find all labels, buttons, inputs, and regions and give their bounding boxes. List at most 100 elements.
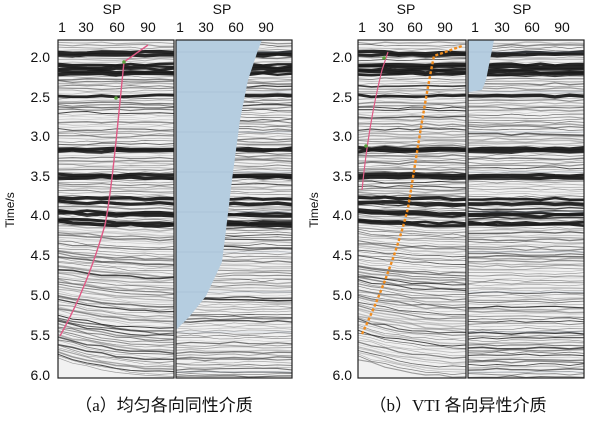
seismic-trace [58, 180, 174, 184]
sp-title-a2: SP [213, 1, 232, 17]
seismic-trace [358, 236, 466, 243]
seismic-trace [358, 316, 466, 333]
sp-tick-b2-3: 90 [554, 19, 570, 35]
seismic-trace [468, 163, 584, 167]
seismic-trace [176, 317, 292, 321]
seismic-trace [468, 108, 584, 112]
seismic-trace [58, 230, 174, 237]
sp-tick-a1-3: 90 [140, 19, 156, 35]
seismic-trace [358, 52, 466, 58]
seismic-trace [176, 365, 292, 369]
seismic-trace [358, 161, 466, 165]
seismic-trace [58, 87, 174, 91]
seismic-trace [358, 244, 466, 254]
seismic-trace [358, 298, 466, 313]
seismic-trace [176, 315, 292, 319]
seismic-trace [468, 272, 584, 275]
seismic-trace [58, 205, 174, 210]
seismic-trace [468, 146, 584, 152]
seismic-trace [468, 180, 584, 184]
seismic-trace [58, 330, 174, 346]
seismic-trace [468, 341, 584, 345]
seismic-trace [468, 353, 584, 357]
y-tick-b-2: 3.0 [333, 128, 353, 144]
seismic-trace [468, 121, 584, 124]
seismic-trace [58, 118, 174, 121]
seismic-trace [468, 80, 584, 83]
seismic-trace [358, 281, 466, 293]
seismic-trace [468, 142, 584, 146]
seismic-trace [58, 219, 174, 228]
seismic-trace [58, 106, 174, 109]
seismic-trace [58, 172, 174, 178]
seismic-trace [58, 164, 174, 167]
seismic-trace [358, 106, 466, 110]
seismic-trace [468, 196, 584, 202]
seismic-trace [176, 358, 292, 362]
seismic-trace [468, 85, 584, 88]
seismic-trace [468, 243, 584, 246]
seismic-trace [468, 175, 584, 181]
seismic-trace [468, 269, 584, 272]
y-tick-b-4: 4.0 [333, 207, 353, 223]
seismic-trace [468, 281, 584, 285]
seismic-trace [358, 329, 466, 347]
seismic-trace [58, 313, 174, 327]
seismic-trace [358, 194, 466, 198]
sp-tick-b2-1: 30 [494, 19, 510, 35]
seismic-trace [358, 293, 466, 306]
seismic-trace [58, 306, 174, 320]
seismic-trace [358, 130, 466, 134]
seismic-trace [468, 277, 584, 280]
seismic-trace [358, 355, 466, 375]
seismic-trace [58, 320, 174, 337]
seismic-trace [358, 125, 466, 129]
seismic-trace [176, 332, 292, 335]
seismic-trace [58, 260, 174, 270]
seismic-trace [176, 351, 292, 355]
seismic-trace [176, 329, 292, 333]
gather-b1-seismic-section [358, 40, 466, 378]
y-tick-a-3: 3.5 [31, 168, 51, 184]
seismic-trace [58, 71, 174, 77]
seismic-trace [358, 359, 466, 378]
seismic-trace [468, 98, 584, 102]
sp-tick-b1-1: 30 [378, 19, 394, 35]
seismic-trace [58, 111, 174, 115]
seismic-trace [58, 58, 174, 62]
seismic-trace [358, 204, 466, 210]
seismic-trace [468, 200, 584, 203]
seismic-trace [176, 341, 292, 345]
seismic-trace [58, 301, 174, 315]
y-tick-a-6: 5.0 [31, 287, 51, 303]
seismic-trace [468, 93, 584, 99]
seismic-trace [468, 245, 584, 249]
seismic-trace [58, 250, 174, 260]
seismic-trace [358, 307, 466, 322]
seismic-trace [358, 350, 466, 368]
seismic-trace [58, 339, 174, 356]
seismic-trace [358, 144, 466, 148]
seismic-trace [468, 106, 584, 110]
seismic-trace [58, 43, 174, 48]
seismic-trace [468, 104, 584, 108]
seismic-trace [176, 373, 292, 376]
sp-tick-a1-2: 60 [109, 19, 125, 35]
seismic-trace [358, 283, 466, 296]
seismic-trace [58, 130, 174, 134]
seismic-trace [468, 144, 584, 148]
seismic-trace [58, 317, 174, 332]
seismic-trace [58, 120, 174, 124]
seismic-trace [468, 363, 584, 367]
seismic-trace [468, 247, 584, 251]
seismic-trace [468, 298, 584, 302]
seismic-trace [58, 67, 174, 72]
seismic-trace [468, 283, 584, 287]
seismic-trace [358, 353, 466, 373]
gather-a1-seismic-section [58, 40, 174, 378]
seismic-trace [358, 228, 466, 237]
y-tick-a-4: 4.0 [31, 207, 51, 223]
seismic-trace [468, 235, 584, 239]
seismic-trace [468, 213, 584, 219]
seismic-trace [468, 274, 584, 278]
